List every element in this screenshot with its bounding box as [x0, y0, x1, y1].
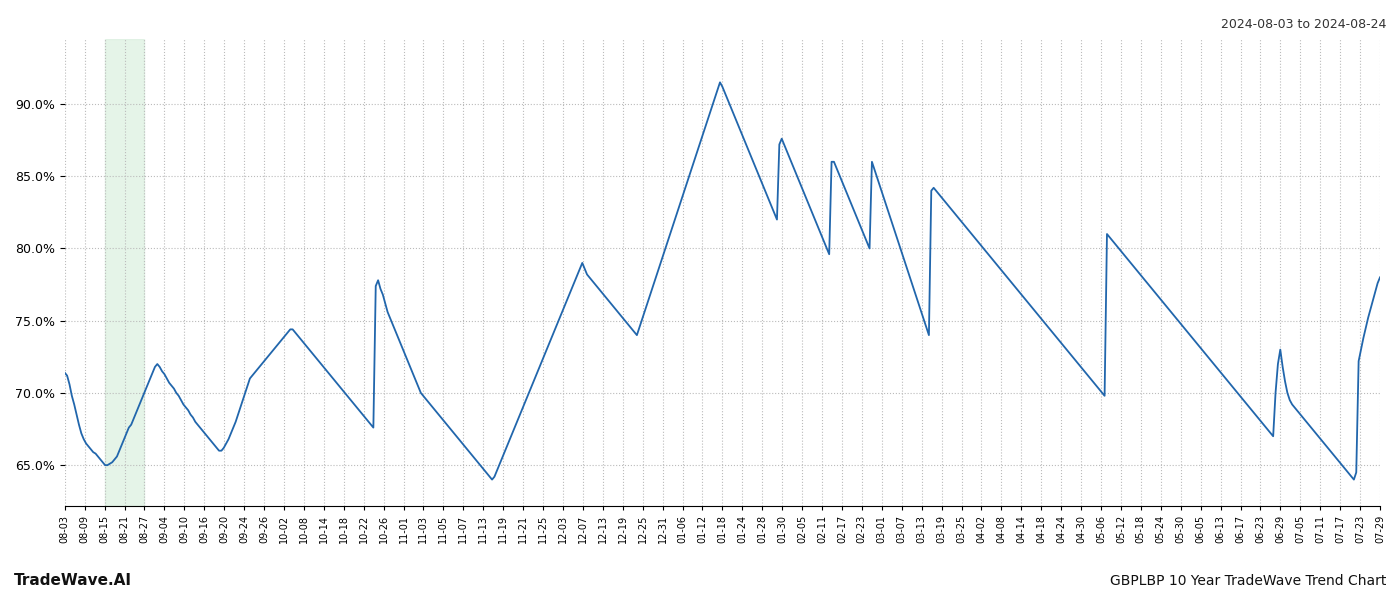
Bar: [105, 39, 144, 506]
Text: TradeWave.AI: TradeWave.AI: [14, 573, 132, 588]
Text: 2024-08-03 to 2024-08-24: 2024-08-03 to 2024-08-24: [1221, 18, 1386, 31]
Text: GBPLBP 10 Year TradeWave Trend Chart: GBPLBP 10 Year TradeWave Trend Chart: [1110, 574, 1386, 588]
